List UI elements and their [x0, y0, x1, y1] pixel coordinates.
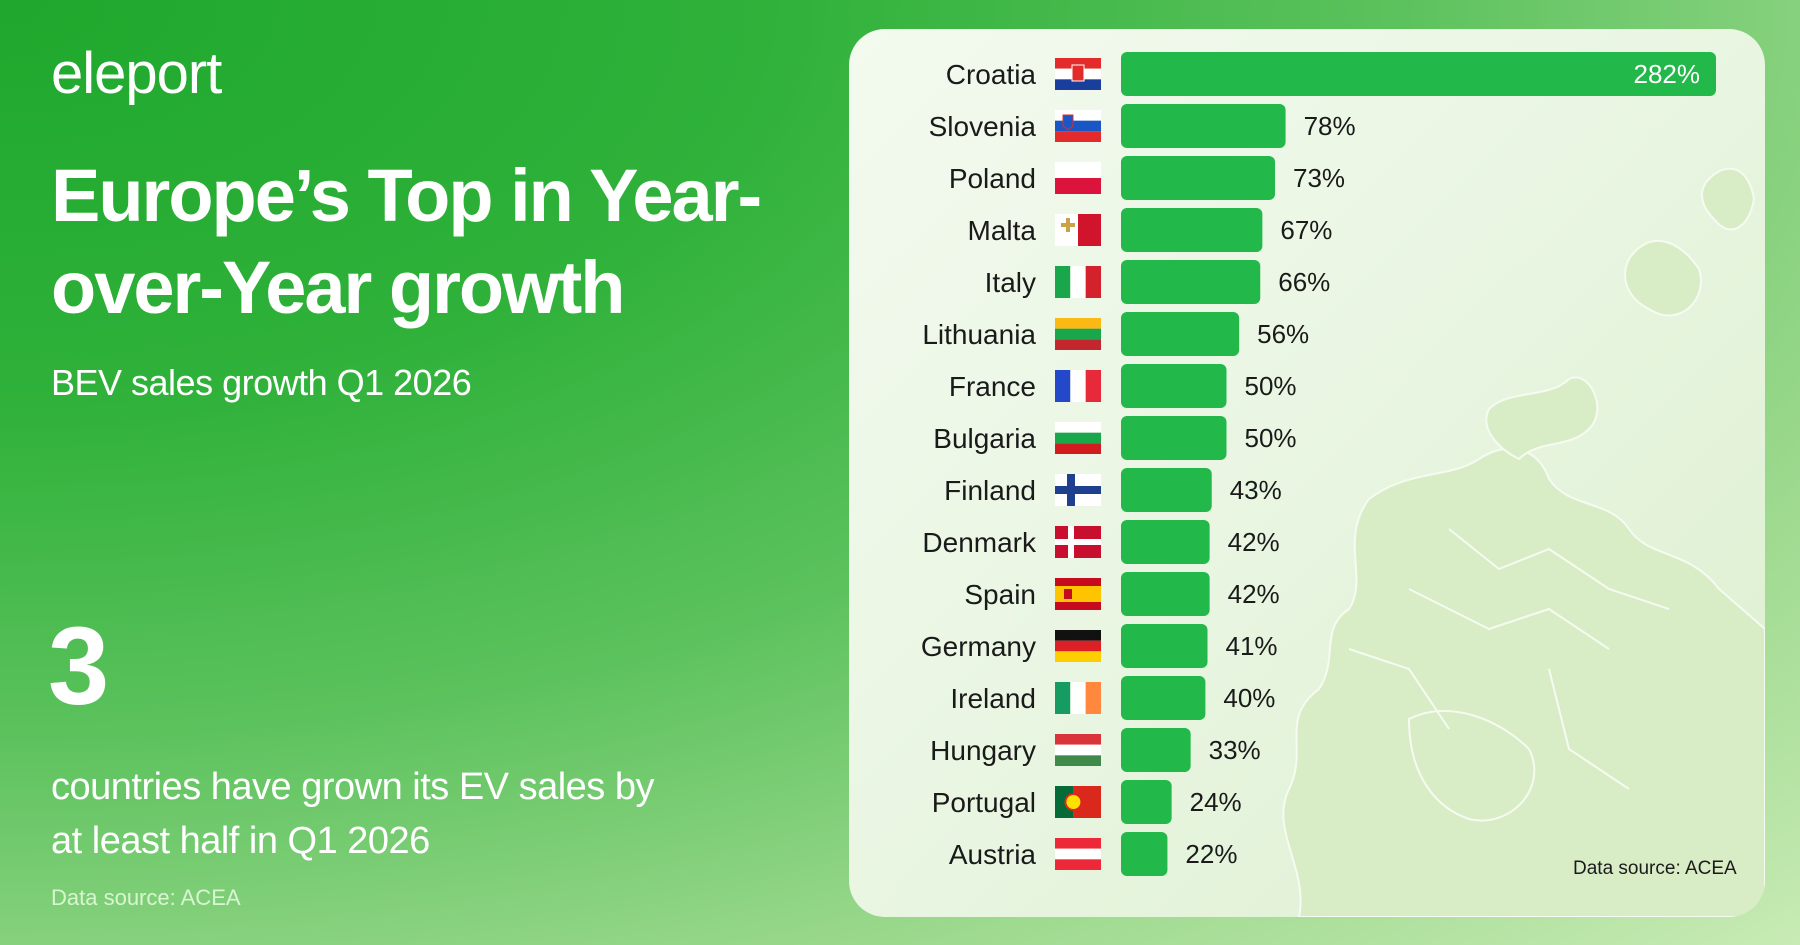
category-label: Croatia	[946, 59, 1037, 90]
bar	[1121, 104, 1286, 148]
value-label: 43%	[1230, 475, 1282, 505]
left-panel: eleport Europe’s Top in Year-over-Year g…	[0, 0, 840, 945]
bar	[1121, 364, 1227, 408]
category-label: Poland	[949, 163, 1036, 194]
bar	[1121, 312, 1240, 356]
value-label: 42%	[1228, 579, 1280, 609]
value-label: 40%	[1223, 683, 1275, 713]
bar	[1121, 780, 1172, 824]
hungary-flag	[1055, 734, 1101, 766]
value-label: 24%	[1190, 787, 1242, 817]
value-label: 73%	[1293, 163, 1345, 193]
category-label: Ireland	[950, 683, 1036, 714]
austria-flag	[1055, 838, 1101, 870]
portugal-flag	[1055, 786, 1101, 818]
value-label: 22%	[1185, 839, 1237, 869]
bar	[1121, 208, 1263, 252]
eleport-logo: eleport	[51, 41, 222, 106]
category-label: Italy	[985, 267, 1036, 298]
bar	[1121, 728, 1191, 772]
bar	[1121, 468, 1212, 512]
value-label: 42%	[1228, 527, 1280, 557]
lithuania-flag	[1055, 318, 1101, 350]
category-label: Spain	[964, 579, 1036, 610]
slovenia-flag	[1055, 110, 1101, 142]
bar	[1121, 832, 1168, 876]
chart-card: Croatia 282% Slovenia 78% Poland 73% Malta 67% I…	[849, 29, 1765, 917]
category-label: Malta	[968, 215, 1037, 246]
bar	[1121, 156, 1276, 200]
value-label: 33%	[1209, 735, 1261, 765]
europe-map-background	[1282, 167, 1765, 917]
croatia-flag	[1055, 58, 1101, 90]
finland-flag	[1055, 474, 1101, 506]
bar	[1121, 52, 1716, 96]
ireland-flag	[1055, 682, 1101, 714]
value-label: 56%	[1257, 319, 1309, 349]
category-label: France	[949, 371, 1036, 402]
value-label: 282%	[1634, 59, 1701, 89]
page-subtitle: BEV sales growth Q1 2026	[51, 362, 472, 403]
poland-flag	[1055, 162, 1101, 194]
value-label: 41%	[1226, 631, 1278, 661]
highlight-number: 3	[48, 605, 110, 728]
bar	[1121, 676, 1206, 720]
category-label: Germany	[921, 631, 1036, 662]
category-label: Finland	[944, 475, 1036, 506]
data-source-left: Data source: ACEA	[51, 885, 241, 910]
bar	[1121, 416, 1227, 460]
germany-flag	[1055, 630, 1101, 662]
category-label: Lithuania	[922, 319, 1036, 350]
value-label: 50%	[1244, 423, 1296, 453]
category-label: Portugal	[932, 787, 1036, 818]
bar	[1121, 624, 1208, 668]
malta-flag	[1055, 214, 1101, 246]
bar	[1121, 520, 1210, 564]
value-label: 50%	[1244, 371, 1296, 401]
denmark-flag	[1055, 526, 1101, 558]
category-label: Denmark	[922, 527, 1037, 558]
category-label: Slovenia	[929, 111, 1037, 142]
data-source-right: Data source: ACEA	[1573, 858, 1737, 879]
bulgaria-flag	[1055, 422, 1101, 454]
bar	[1121, 572, 1210, 616]
page-title: Europe’s Top in Year-over-Year growth	[51, 154, 762, 329]
category-label: Bulgaria	[933, 423, 1036, 454]
value-label: 66%	[1278, 267, 1330, 297]
bar-chart: Croatia 282% Slovenia 78% Poland 73% Malta 67% I…	[921, 52, 1716, 876]
value-label: 67%	[1280, 215, 1332, 245]
highlight-text: countries have grown its EV sales by at …	[51, 766, 654, 862]
value-label: 78%	[1304, 111, 1356, 141]
category-label: Austria	[949, 839, 1037, 870]
category-label: Hungary	[930, 735, 1036, 766]
bar	[1121, 260, 1261, 304]
spain-flag	[1055, 578, 1101, 610]
france-flag	[1055, 370, 1101, 402]
italy-flag	[1055, 266, 1101, 298]
